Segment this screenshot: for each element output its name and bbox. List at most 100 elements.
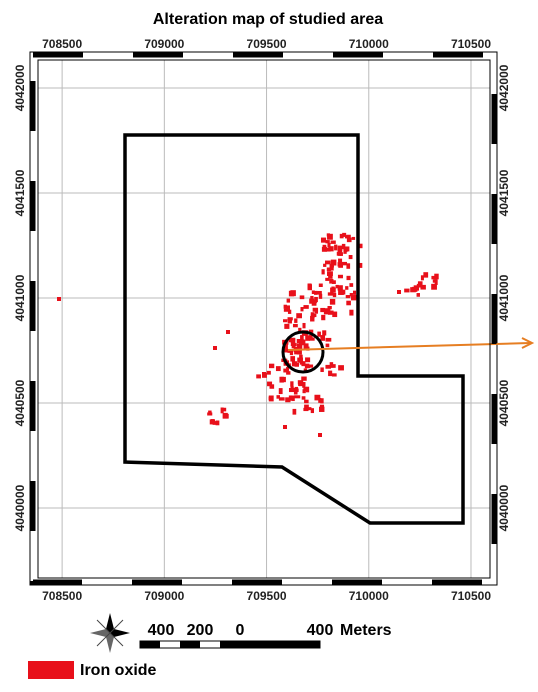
iron-oxide-pixel [339, 366, 343, 371]
iron-oxide-pixel [331, 280, 336, 284]
iron-oxide-pixel [275, 366, 281, 372]
iron-oxide-pixel [220, 407, 224, 414]
iron-oxide-pixel [287, 319, 292, 324]
iron-oxide-pixel [327, 242, 331, 248]
iron-oxide-pixel [325, 337, 332, 342]
iron-oxide-pixel [338, 289, 344, 295]
iron-oxide-pixel [314, 394, 321, 401]
iron-oxide-pixel [345, 295, 351, 299]
iron-oxide-pixel [349, 309, 354, 316]
iron-oxide-pixel [318, 293, 323, 299]
iron-oxide-pixel [339, 233, 344, 239]
iron-oxide-pixel [286, 371, 291, 375]
iron-oxide-pixel [304, 404, 309, 411]
iron-oxide-pixel [317, 290, 322, 295]
iron-oxide-pixel [287, 309, 292, 314]
iron-oxide-pixel [325, 364, 331, 369]
iron-oxide-pixel [304, 399, 309, 404]
iron-oxide-pixel [299, 295, 305, 300]
iron-oxide-pixel [331, 373, 337, 377]
iron-oxide-pixel [292, 408, 297, 415]
iron-oxide-pixel [330, 266, 334, 271]
iron-oxide-pixel [289, 350, 294, 356]
iron-oxide-pixel [292, 323, 298, 328]
iron-oxide-pixel [327, 310, 334, 315]
iron-oxide-pixel [268, 396, 273, 401]
iron-oxide-pixel [325, 260, 331, 265]
iron-oxide-pixel [318, 283, 323, 287]
legend-label: Iron oxide [80, 662, 157, 679]
map-frame [29, 51, 498, 586]
y-tick-label: 4041500 [13, 169, 27, 216]
y-tick-label: 4040000 [13, 484, 27, 531]
iron-oxide-pixel [318, 433, 322, 437]
iron-oxide-pixel [296, 343, 303, 350]
iron-oxide-pixel [299, 354, 303, 361]
iron-oxide-pixel [329, 298, 336, 305]
iron-oxide-pixel [305, 357, 311, 363]
x-tick-label: 710000 [349, 589, 389, 603]
iron-oxide-pixel [283, 348, 289, 353]
iron-oxide-pixel [332, 311, 338, 318]
iron-oxide-pixel [309, 337, 315, 341]
iron-oxide-pixel [222, 413, 229, 419]
iron-oxide-pixel [290, 381, 294, 387]
highlight-circle [281, 330, 325, 374]
iron-oxide-pixel [348, 255, 353, 260]
iron-oxide-pixel [346, 275, 351, 281]
iron-oxide-pixel [338, 258, 343, 265]
iron-oxide-pixel [404, 288, 410, 293]
y-tick-label: 4042000 [497, 64, 511, 111]
iron-oxide-pixel [326, 233, 330, 237]
iron-oxide-pixel [294, 362, 299, 367]
iron-oxide-pixel [325, 240, 330, 244]
iron-oxide-pixel [313, 290, 318, 295]
iron-oxide-pixel [262, 372, 266, 376]
y-tick-label: 4040500 [13, 379, 27, 426]
iron-oxide-pixel [328, 274, 333, 279]
iron-oxide-pixel [290, 387, 296, 392]
iron-oxide-pixel [302, 322, 306, 329]
iron-oxide-pixel [300, 335, 304, 340]
iron-oxide-pixel [319, 406, 325, 412]
study-area-boundary [123, 133, 465, 525]
iron-oxide-pixel [324, 308, 331, 314]
iron-oxide-pixel [300, 307, 304, 312]
iron-oxide-pixel [420, 275, 424, 281]
iron-oxide-pixel [327, 292, 334, 296]
iron-oxide-pixel [336, 251, 342, 256]
iron-oxide-pixel [330, 287, 336, 293]
iron-oxide-pixel [342, 232, 347, 237]
iron-oxide-pixel [305, 386, 310, 393]
iron-oxide-pixel [320, 398, 324, 404]
scale-unit: Meters [340, 622, 392, 639]
x-tick-label: 709500 [247, 37, 287, 51]
iron-oxide-pixel [328, 370, 333, 377]
iron-oxide-pixel [284, 323, 290, 329]
iron-oxide-pixel [341, 289, 346, 295]
iron-oxide-pixel [287, 317, 293, 321]
iron-oxide-pixel [213, 346, 217, 350]
x-tick-label: 709500 [247, 589, 287, 603]
iron-oxide-pixel [312, 307, 319, 312]
iron-oxide-pixel [303, 407, 309, 412]
iron-oxide-pixel [279, 376, 284, 383]
iron-oxide-pixel [332, 292, 337, 298]
frame-border [30, 52, 497, 585]
iron-oxide-pixel [423, 272, 429, 278]
y-tick-label: 4040000 [497, 484, 511, 531]
iron-oxide-pixel [290, 356, 296, 362]
iron-oxide-pixel [269, 384, 275, 389]
iron-oxide-pixel [283, 425, 287, 429]
y-tick-label: 4040500 [497, 379, 511, 426]
iron-oxide-pixel [311, 290, 315, 295]
iron-oxide-pixel [320, 367, 324, 373]
iron-oxide-pixel [276, 395, 280, 399]
x-tick-label: 708500 [42, 37, 82, 51]
iron-oxide-pixel [286, 298, 291, 303]
iron-oxide-pixel [303, 368, 308, 372]
iron-oxide-pixel [416, 293, 420, 297]
iron-oxide-pixel [285, 367, 290, 371]
iron-oxide-pixel [310, 315, 315, 322]
iron-oxide-pixel [298, 327, 302, 333]
